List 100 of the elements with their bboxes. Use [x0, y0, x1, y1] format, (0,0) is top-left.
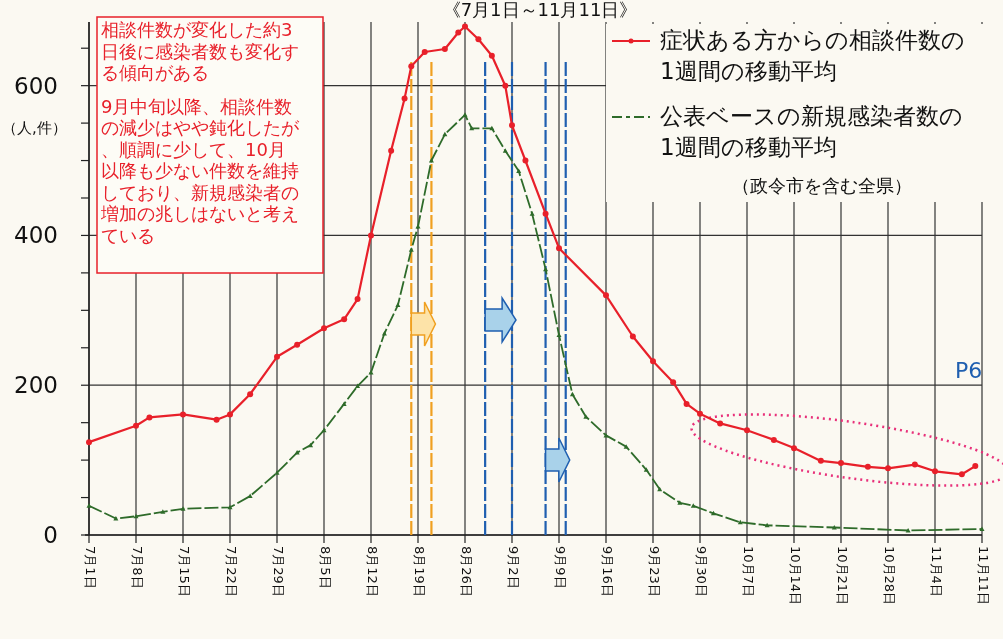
point [321, 427, 327, 433]
point [516, 168, 522, 174]
point [911, 461, 918, 468]
x-tick-label: 9月16日 [599, 546, 615, 597]
point [113, 516, 119, 521]
x-tick-label: 7月15日 [176, 546, 192, 597]
point [133, 422, 139, 429]
y-tick-label: 600 [14, 72, 58, 99]
y-tick-label: 400 [14, 222, 58, 249]
point [817, 457, 824, 464]
x-tick-label: 8月5日 [317, 546, 333, 589]
point [529, 211, 535, 216]
point [86, 503, 92, 508]
point [442, 131, 448, 137]
point [274, 470, 280, 475]
point [623, 444, 629, 449]
x-tick-label: 11月4日 [928, 546, 944, 597]
point [180, 411, 186, 418]
point [388, 147, 395, 154]
point [932, 468, 938, 475]
point [368, 232, 374, 239]
point [737, 519, 743, 525]
point [213, 416, 220, 423]
point [958, 471, 965, 478]
point [683, 400, 690, 407]
point [831, 525, 837, 530]
point [421, 48, 428, 55]
point [462, 23, 468, 30]
point [744, 427, 750, 434]
point [227, 504, 233, 510]
point [308, 442, 314, 448]
point [469, 125, 475, 131]
point [274, 353, 280, 360]
x-tick-label: 10月28日 [881, 546, 897, 606]
x-tick-label: 8月19日 [411, 546, 427, 597]
point [502, 82, 509, 89]
point [502, 148, 508, 153]
point [864, 463, 871, 470]
point [583, 414, 589, 419]
x-tick-label: 9月2日 [505, 546, 521, 589]
x-tick-label: 11月11日 [975, 546, 991, 606]
x-tick-label: 10月21日 [834, 546, 850, 606]
chart-title: 《7月1日～11月11日》 [442, 0, 638, 20]
y-tick-label: 200 [14, 372, 58, 399]
x-tick-label: 9月9日 [552, 546, 568, 589]
point [522, 157, 529, 164]
point [294, 450, 300, 455]
point [791, 445, 797, 452]
point [247, 493, 253, 499]
point [488, 52, 495, 59]
point [401, 95, 408, 102]
y-tick-label: 0 [43, 522, 58, 548]
point [542, 210, 549, 217]
point [381, 331, 387, 336]
x-tick-label: 9月30日 [693, 546, 709, 597]
x-tick-label: 10月7日 [740, 546, 756, 597]
annotation: P6 [955, 358, 983, 383]
point [227, 411, 233, 418]
point [905, 528, 911, 533]
x-tick-label: 10月14日 [787, 546, 803, 606]
point [677, 500, 683, 505]
point [543, 266, 549, 272]
x-tick-label: 9月23日 [646, 546, 662, 597]
x-tick-label: 7月29日 [270, 546, 286, 597]
annotation: 9月中旬以降、相談件数の減少はやや鈍化したが、順調に少して、10月以降も少ない件数を維持しており、新規感染者の増加の兆しはないと考えている [100, 95, 300, 246]
point [475, 36, 482, 43]
point [717, 420, 724, 427]
point [341, 316, 348, 323]
point [657, 486, 663, 492]
point [690, 503, 696, 508]
x-tick-label: 8月26日 [458, 546, 474, 597]
y-axis-title: （人,件） [2, 119, 67, 137]
annotation: （政令市を含む全県） [732, 175, 912, 196]
point [979, 526, 985, 532]
point [972, 463, 979, 470]
point [160, 509, 166, 514]
point [441, 45, 448, 52]
x-tick-label: 7月22日 [223, 546, 239, 597]
x-tick-label: 7月1日 [82, 546, 98, 589]
point [569, 391, 575, 397]
point [408, 247, 414, 252]
x-tick-label: 8月12日 [364, 546, 380, 597]
point [133, 513, 139, 519]
point [294, 341, 301, 348]
point [556, 332, 562, 338]
point [764, 522, 770, 528]
point [509, 122, 515, 129]
x-tick-label: 7月8日 [129, 546, 145, 589]
point [247, 391, 254, 398]
point [355, 383, 361, 388]
point [408, 63, 415, 70]
point [462, 112, 468, 117]
point [146, 414, 153, 421]
annotation: 相談件数が変化した約3日後に感染者数も変化する傾向がある [101, 19, 299, 83]
point [770, 436, 777, 443]
point [86, 439, 92, 446]
point [354, 296, 361, 303]
legend-label: 公表ベースの新規感染者数の1週間の移動平均 [660, 103, 963, 160]
point [838, 460, 844, 467]
point [697, 410, 703, 417]
